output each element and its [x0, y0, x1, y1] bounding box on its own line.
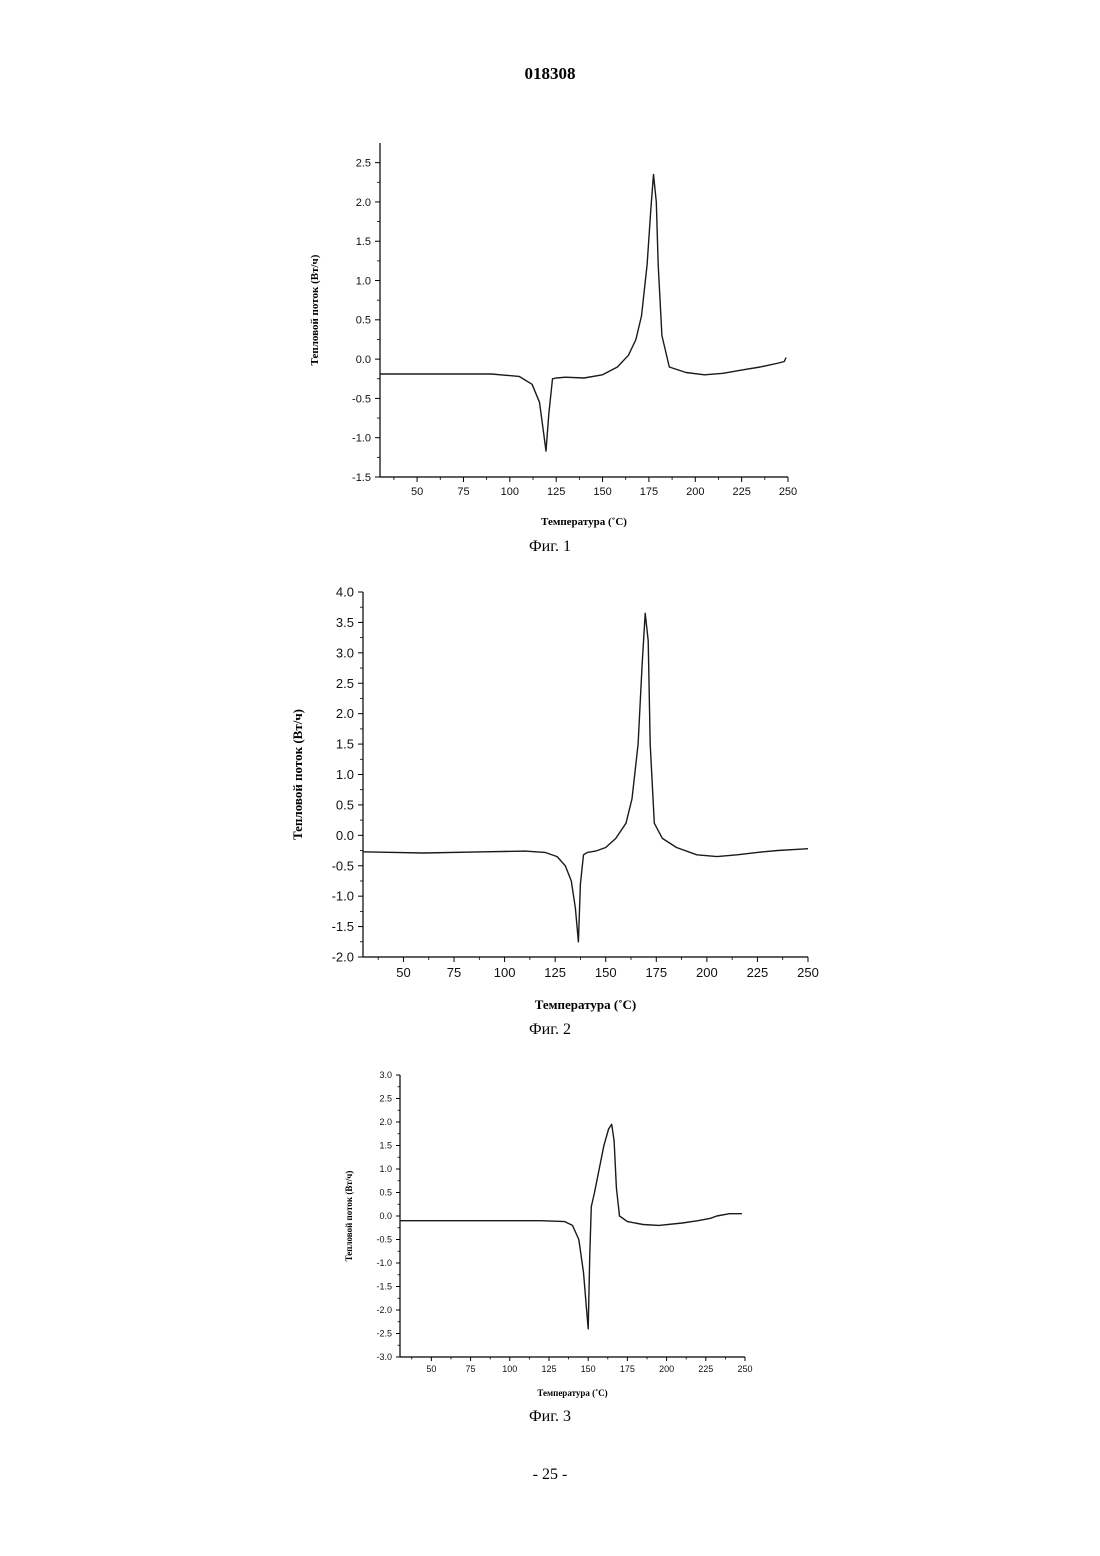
y-tick-label: -0.5 [376, 1235, 392, 1245]
x-tick-label: 75 [466, 1364, 476, 1374]
x-tick-label: 225 [698, 1364, 713, 1374]
x-axis-title: Температура (˚C) [537, 1388, 607, 1398]
series-line [400, 1124, 742, 1329]
y-tick-label: 2.5 [379, 1094, 392, 1104]
y-tick-label: 2.0 [379, 1117, 392, 1127]
y-tick-label: -2.5 [376, 1329, 392, 1339]
x-tick-label: 100 [502, 1364, 517, 1374]
x-tick-label: 50 [426, 1364, 436, 1374]
y-tick-label: 0.5 [379, 1188, 392, 1198]
y-tick-label: -1.5 [376, 1282, 392, 1292]
y-tick-label: 1.5 [379, 1141, 392, 1151]
y-axis-title: Тепловой поток (Вт/ч) [344, 1171, 354, 1262]
y-tick-label: 3.0 [379, 1070, 392, 1080]
y-tick-label: -3.0 [376, 1352, 392, 1362]
x-tick-label: 150 [581, 1364, 596, 1374]
y-tick-label: 0.0 [379, 1211, 392, 1221]
x-tick-label: 125 [541, 1364, 556, 1374]
y-tick-label: -2.0 [376, 1305, 392, 1315]
x-tick-label: 250 [737, 1364, 752, 1374]
page-number: - 25 - [0, 1466, 1100, 1484]
figure-caption: Фиг. 3 [529, 1408, 571, 1425]
x-tick-label: 175 [620, 1364, 635, 1374]
x-tick-label: 200 [659, 1364, 674, 1374]
y-tick-label: 1.0 [379, 1164, 392, 1174]
y-tick-label: -1.0 [376, 1258, 392, 1268]
